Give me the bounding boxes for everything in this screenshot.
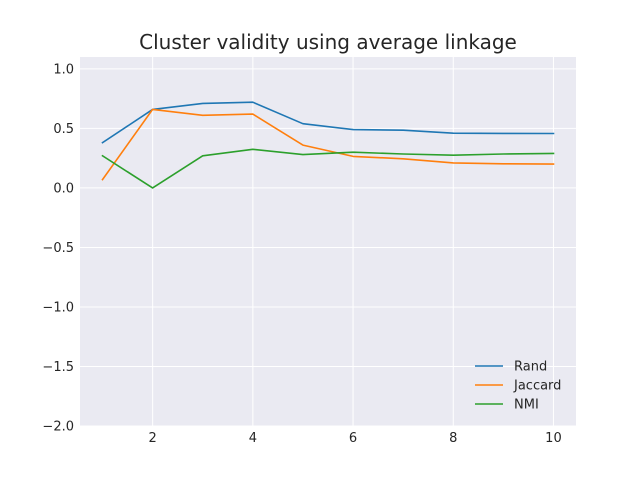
y-axis-ticks: −2.0 −1.5 −1.0 −0.5 0.0 0.5 1.0 [42,62,74,434]
y-tick-label: −1.5 [42,360,74,375]
grid-lines [80,57,576,427]
legend-label: NMI [514,398,539,413]
x-tick-label: 6 [349,431,357,446]
legend: Rand Jaccard NMI [475,360,561,413]
plot-area [80,57,576,426]
legend-label: Rand [514,360,547,375]
series-lines [101,101,555,189]
y-tick-label: 0.5 [53,122,74,137]
y-tick-label: −2.0 [42,420,74,435]
x-axis-ticks: 2 4 6 8 10 [149,431,562,446]
y-tick-label: −1.0 [42,300,74,315]
x-tick-label: 4 [249,431,257,446]
series-line-nmi [101,148,555,189]
y-tick-label: 1.0 [53,62,74,77]
x-tick-label: 10 [545,431,562,446]
x-tick-label: 2 [149,431,157,446]
series-line-jaccard [101,108,555,181]
legend-label: Jaccard [513,379,561,394]
series-line-rand [101,101,555,144]
chart-title: Cluster validity using average linkage [139,30,517,54]
y-tick-label: −0.5 [42,241,74,256]
x-tick-label: 8 [449,431,457,446]
y-tick-label: 0.0 [53,181,74,196]
